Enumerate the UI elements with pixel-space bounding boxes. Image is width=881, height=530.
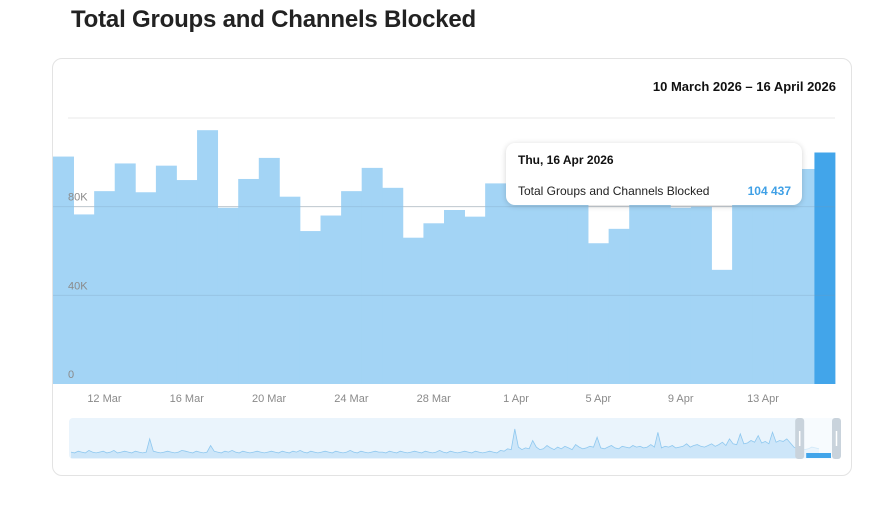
bar[interactable] xyxy=(505,195,527,384)
bar[interactable] xyxy=(114,163,136,384)
bar[interactable] xyxy=(217,207,239,384)
tooltip-date: Thu, 16 Apr 2026 xyxy=(518,153,614,167)
bar[interactable] xyxy=(258,157,280,384)
bar[interactable] xyxy=(176,180,198,384)
bar[interactable] xyxy=(793,168,815,384)
bar[interactable] xyxy=(238,178,260,384)
x-tick-label: 28 Mar xyxy=(417,393,452,405)
date-range-label[interactable]: 10 March 2026 – 16 April 2026 xyxy=(652,79,836,94)
page-title: Total Groups and Channels Blocked xyxy=(71,6,477,33)
bar[interactable] xyxy=(402,237,424,384)
x-axis-labels: 12 Mar 16 Mar 20 Mar 24 Mar 28 Mar 1 Apr 5 Apr… xyxy=(87,393,779,405)
y-tick-label: 40K xyxy=(68,280,88,292)
bar[interactable] xyxy=(485,183,507,384)
bar[interactable] xyxy=(94,191,116,384)
y-tick-label: 80K xyxy=(68,192,88,204)
x-tick-label: 9 Apr xyxy=(668,393,694,405)
bar-chart[interactable]: 0 40K 80K 12 Mar 16 Mar 20 Mar 24 Mar 28 Mar 1 … xyxy=(53,59,851,475)
bar[interactable] xyxy=(711,269,733,384)
bar[interactable] xyxy=(752,170,774,384)
bar[interactable] xyxy=(732,195,754,384)
x-tick-label: 24 Mar xyxy=(334,393,369,405)
bar-selected[interactable] xyxy=(814,152,836,384)
bar[interactable] xyxy=(361,167,383,384)
bar[interactable] xyxy=(299,231,321,384)
bar[interactable] xyxy=(73,214,95,384)
bar[interactable] xyxy=(53,156,74,384)
bar[interactable] xyxy=(649,192,671,384)
navigator-window-fill xyxy=(806,453,831,458)
bar[interactable] xyxy=(526,188,548,384)
bar[interactable] xyxy=(670,207,692,384)
bar[interactable] xyxy=(444,209,465,384)
navigator-line xyxy=(70,428,820,454)
bar[interactable] xyxy=(320,215,342,384)
bar[interactable] xyxy=(567,168,589,384)
bar[interactable] xyxy=(197,130,219,384)
bar[interactable] xyxy=(464,216,486,384)
x-tick-label: 12 Mar xyxy=(87,393,122,405)
x-tick-label: 13 Apr xyxy=(747,393,779,405)
x-tick-label: 1 Apr xyxy=(503,393,529,405)
bar[interactable] xyxy=(341,191,363,384)
bar[interactable] xyxy=(546,202,568,384)
y-tick-label: 0 xyxy=(68,369,74,381)
bar[interactable] xyxy=(155,165,177,384)
range-navigator xyxy=(69,418,841,459)
bar[interactable] xyxy=(382,187,404,384)
bar[interactable] xyxy=(279,196,301,384)
tooltip-value: 104 437 xyxy=(747,184,791,198)
tooltip-series-label: Total Groups and Channels Blocked xyxy=(518,184,710,198)
x-tick-label: 20 Mar xyxy=(252,393,287,405)
bar[interactable] xyxy=(135,192,157,384)
bar[interactable] xyxy=(629,188,651,384)
x-tick-label: 5 Apr xyxy=(585,393,611,405)
bar[interactable] xyxy=(588,243,610,384)
bar[interactable] xyxy=(423,223,445,384)
bars-layer xyxy=(53,130,836,385)
y-axis-labels: 0 40K 80K xyxy=(68,192,88,381)
navigator-area xyxy=(71,429,819,458)
bar[interactable] xyxy=(773,184,795,385)
chart-tooltip: Thu, 16 Apr 2026 Total Groups and Channe… xyxy=(506,143,802,205)
chart-card: 10 March 2026 – 16 April 2026 0 40K 80K 12… xyxy=(52,58,852,476)
x-tick-label: 16 Mar xyxy=(170,393,205,405)
bar[interactable] xyxy=(690,206,712,384)
bar[interactable] xyxy=(608,228,630,384)
